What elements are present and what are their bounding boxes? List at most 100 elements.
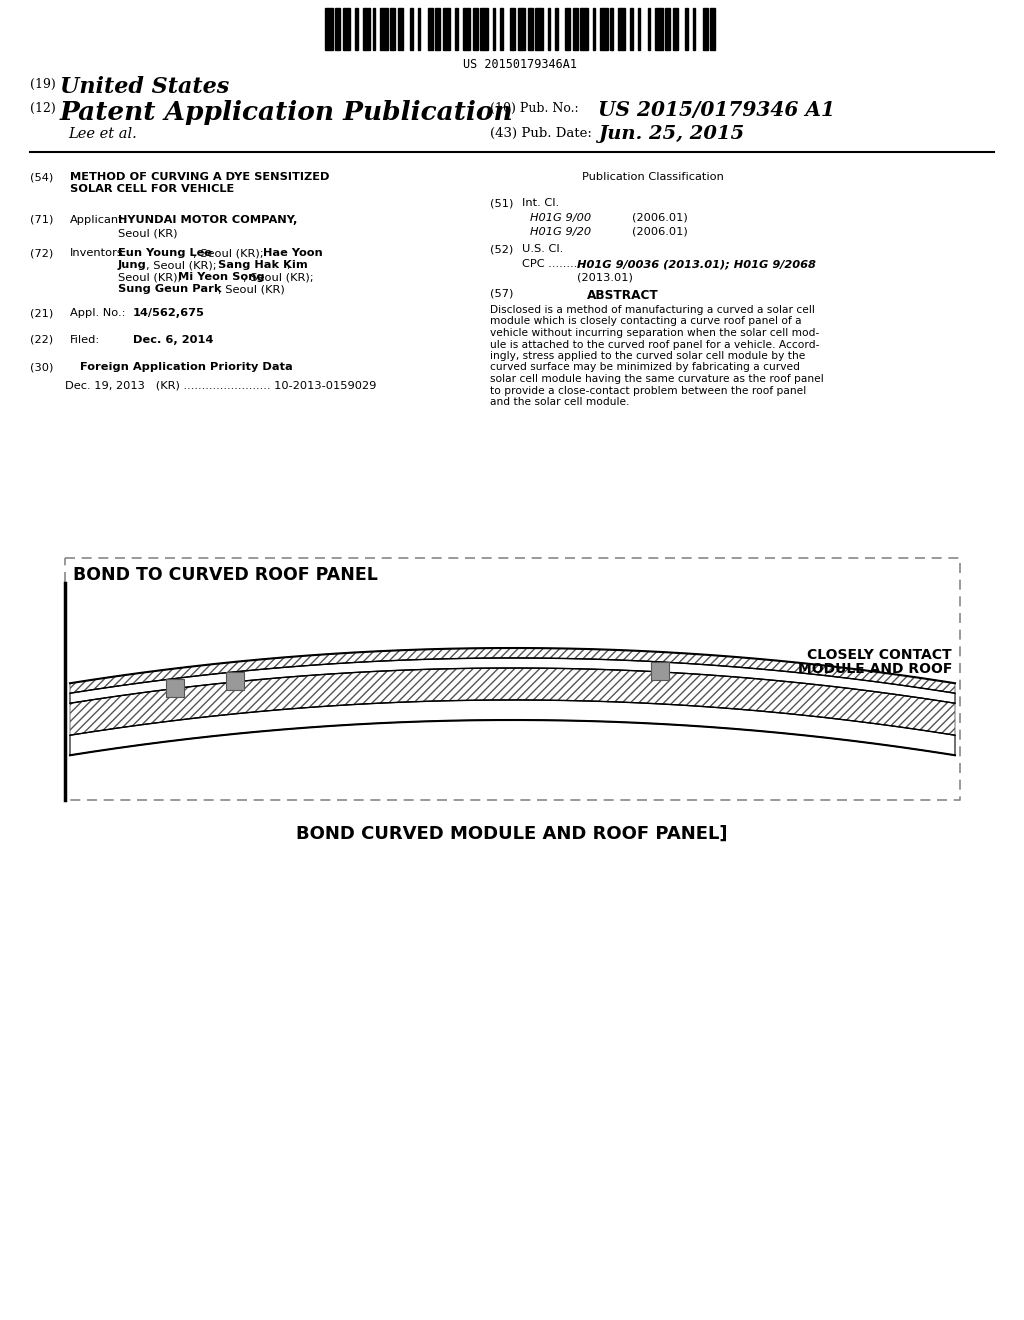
Bar	[455, 8, 458, 50]
Text: Seoul (KR): Seoul (KR)	[118, 228, 177, 238]
Bar	[463, 8, 470, 50]
Text: (10) Pub. No.:: (10) Pub. No.:	[490, 102, 579, 115]
Text: BOND TO CURVED ROOF PANEL: BOND TO CURVED ROOF PANEL	[73, 566, 378, 583]
Bar	[651, 661, 669, 680]
Bar	[692, 8, 695, 50]
Text: METHOD OF CURVING A DYE SENSITIZED
SOLAR CELL FOR VEHICLE: METHOD OF CURVING A DYE SENSITIZED SOLAR…	[70, 172, 330, 194]
Text: Appl. No.:: Appl. No.:	[70, 308, 126, 318]
Text: ule is attached to the curved roof panel for a vehicle. Accord-: ule is attached to the curved roof panel…	[490, 339, 819, 350]
Bar	[397, 8, 402, 50]
Text: (54): (54)	[30, 172, 53, 182]
Text: Filed:: Filed:	[70, 335, 100, 345]
Bar	[442, 8, 450, 50]
Bar	[480, 8, 487, 50]
Bar	[418, 8, 420, 50]
Text: Sang Hak Kim: Sang Hak Kim	[218, 260, 308, 271]
Text: , Seoul (KR);: , Seoul (KR);	[243, 272, 313, 282]
Bar	[435, 8, 440, 50]
Text: (30): (30)	[30, 362, 53, 372]
Bar	[655, 8, 663, 50]
Bar	[535, 8, 543, 50]
Text: vehicle without incurring separation when the solar cell mod-: vehicle without incurring separation whe…	[490, 327, 819, 338]
Text: H01G 9/0036 (2013.01); H01G 9/2068: H01G 9/0036 (2013.01); H01G 9/2068	[577, 259, 816, 269]
Bar	[410, 8, 413, 50]
Bar	[548, 8, 550, 50]
Text: Sung Geun Park: Sung Geun Park	[118, 284, 221, 294]
Text: United States: United States	[60, 77, 229, 98]
Text: (43) Pub. Date:: (43) Pub. Date:	[490, 127, 592, 140]
Bar	[472, 8, 477, 50]
Text: Patent Application Publication: Patent Application Publication	[60, 100, 514, 125]
Text: and the solar cell module.: and the solar cell module.	[490, 397, 630, 407]
Bar	[638, 8, 640, 50]
Text: (2013.01): (2013.01)	[577, 272, 633, 282]
Text: Dec. 6, 2014: Dec. 6, 2014	[133, 335, 213, 345]
Text: , Seoul (KR);: , Seoul (KR);	[193, 248, 267, 257]
Bar	[565, 8, 570, 50]
Text: ,: ,	[286, 260, 290, 271]
Text: US 20150179346A1: US 20150179346A1	[463, 58, 577, 71]
Text: (72): (72)	[30, 248, 53, 257]
Bar	[600, 8, 607, 50]
Text: (12): (12)	[30, 102, 55, 115]
Bar	[702, 8, 708, 50]
Bar	[342, 8, 350, 50]
Bar	[665, 8, 670, 50]
Text: to provide a close-contact problem between the roof panel: to provide a close-contact problem betwe…	[490, 385, 806, 396]
Bar	[362, 8, 370, 50]
Bar	[427, 8, 432, 50]
Text: Seoul (KR);: Seoul (KR);	[118, 272, 185, 282]
Text: (57): (57)	[490, 289, 513, 300]
Bar	[555, 8, 557, 50]
Text: curved surface may be minimized by fabricating a curved: curved surface may be minimized by fabri…	[490, 363, 800, 372]
Text: H01G 9/00: H01G 9/00	[530, 213, 591, 223]
Text: Int. Cl.: Int. Cl.	[522, 198, 559, 209]
Bar	[355, 8, 357, 50]
Bar	[593, 8, 595, 50]
Text: Dec. 19, 2013   (KR) ........................ 10-2013-0159029: Dec. 19, 2013 (KR) .....................…	[65, 380, 377, 389]
Text: CPC ..........: CPC ..........	[522, 259, 585, 269]
Bar	[647, 8, 650, 50]
Text: (22): (22)	[30, 335, 53, 345]
Bar	[493, 8, 495, 50]
Text: CLOSELY CONTACT: CLOSELY CONTACT	[807, 648, 952, 663]
Bar	[166, 678, 184, 697]
Text: Eun Young Lee: Eun Young Lee	[118, 248, 212, 257]
Polygon shape	[70, 648, 955, 693]
Text: , Seoul (KR): , Seoul (KR)	[218, 284, 285, 294]
Bar	[226, 672, 244, 690]
Text: (2006.01): (2006.01)	[632, 227, 688, 238]
Text: Jun. 25, 2015: Jun. 25, 2015	[598, 125, 744, 143]
Text: H01G 9/20: H01G 9/20	[530, 227, 591, 238]
Text: U.S. Cl.: U.S. Cl.	[522, 244, 563, 253]
Text: (19): (19)	[30, 78, 55, 91]
Text: Inventors:: Inventors:	[70, 248, 128, 257]
Bar	[630, 8, 633, 50]
Text: Hae Yoon: Hae Yoon	[263, 248, 323, 257]
Bar	[580, 8, 588, 50]
Text: Publication Classification: Publication Classification	[582, 172, 724, 182]
Bar	[325, 8, 333, 50]
Text: module which is closely contacting a curve roof panel of a: module which is closely contacting a cur…	[490, 317, 802, 326]
Bar	[685, 8, 687, 50]
Bar	[617, 8, 625, 50]
Text: ABSTRACT: ABSTRACT	[587, 289, 658, 302]
Bar	[527, 8, 532, 50]
Text: Jung: Jung	[118, 260, 146, 271]
Text: Mi Yeon Song: Mi Yeon Song	[178, 272, 264, 282]
Text: Applicant:: Applicant:	[70, 215, 128, 224]
Text: US 2015/0179346 A1: US 2015/0179346 A1	[598, 100, 835, 120]
Text: (51): (51)	[490, 198, 513, 209]
Bar	[335, 8, 340, 50]
Bar	[610, 8, 612, 50]
Text: MODULE AND ROOF: MODULE AND ROOF	[798, 663, 952, 676]
Text: (71): (71)	[30, 215, 53, 224]
Bar	[572, 8, 578, 50]
Bar	[380, 8, 387, 50]
Text: HYUNDAI MOTOR COMPANY,: HYUNDAI MOTOR COMPANY,	[118, 215, 297, 224]
Text: BOND CURVED MODULE AND ROOF PANEL]: BOND CURVED MODULE AND ROOF PANEL]	[296, 825, 728, 843]
Bar	[500, 8, 503, 50]
Bar	[373, 8, 375, 50]
Text: (21): (21)	[30, 308, 53, 318]
Text: (2006.01): (2006.01)	[632, 213, 688, 223]
